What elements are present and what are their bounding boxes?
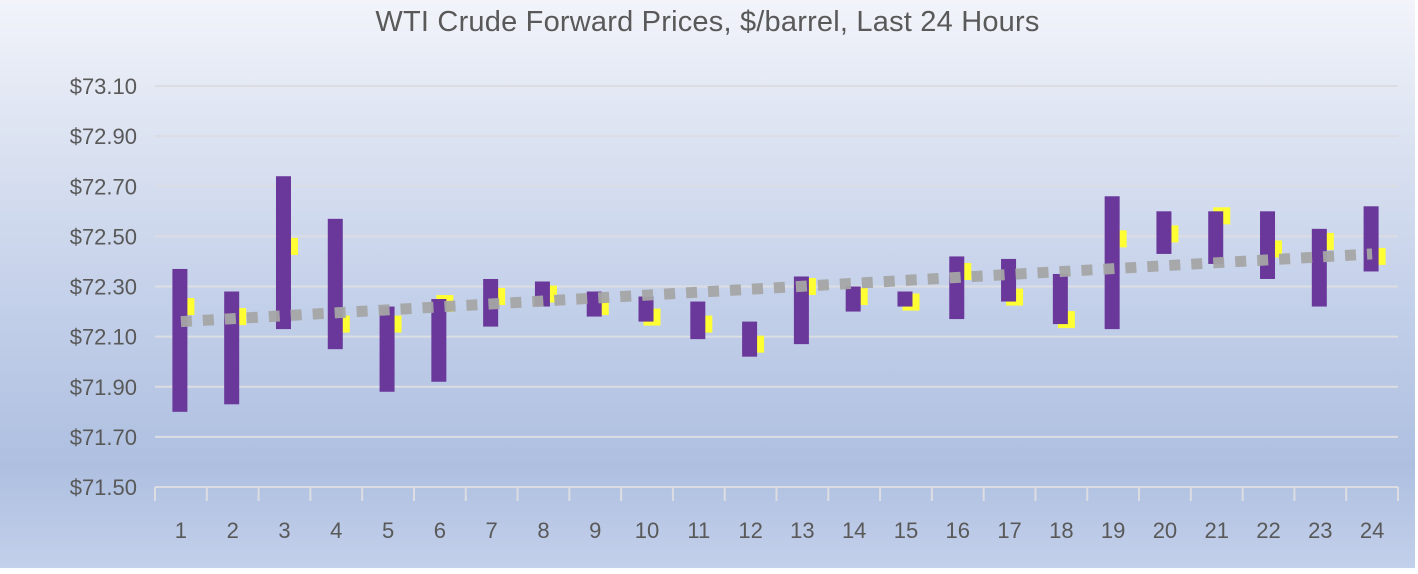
high-low-bar — [172, 268, 188, 412]
x-tick-label: 5 — [382, 518, 394, 543]
high-low-bar — [327, 218, 343, 350]
x-axis: 1 2 3 4 5 6 7 8 9 10 11 12 13 14 15 16 17 18 19 20 21 22 23 24 — [154, 486, 1399, 543]
y-tick-label: $71.70 — [70, 425, 137, 450]
x-tick-label: 12 — [738, 518, 762, 543]
x-tick-label: 1 — [175, 518, 187, 543]
hlc-bars — [172, 176, 1386, 412]
high-low-bar — [1311, 228, 1327, 307]
y-tick-label: $73.10 — [70, 74, 137, 99]
high-low-bar — [638, 296, 654, 322]
high-low-bar — [793, 276, 809, 345]
x-tick-label: 17 — [997, 518, 1021, 543]
y-tick-label: $72.10 — [70, 325, 137, 350]
x-tick-label: 21 — [1204, 518, 1228, 543]
high-low-bar — [1104, 196, 1120, 330]
high-low-bar — [949, 256, 965, 320]
high-low-bar — [845, 286, 861, 312]
y-tick-label: $72.90 — [70, 124, 137, 149]
gridlines — [155, 85, 1398, 438]
x-tick-label: 9 — [589, 518, 601, 543]
x-tick-label: 24 — [1360, 518, 1384, 543]
high-low-bar — [1363, 206, 1379, 272]
high-low-bar — [431, 299, 447, 382]
high-low-bar — [586, 291, 602, 317]
y-tick-label: $72.70 — [70, 174, 137, 199]
x-tick-label: 8 — [537, 518, 549, 543]
high-low-bar — [742, 321, 758, 357]
x-tick-label: 18 — [1049, 518, 1073, 543]
high-low-bar — [1156, 211, 1172, 254]
high-low-bar — [897, 291, 913, 307]
high-low-bar — [690, 301, 706, 340]
x-tick-label: 14 — [842, 518, 866, 543]
high-low-bar — [224, 291, 240, 405]
y-tick-label: $72.50 — [70, 224, 137, 249]
x-tick-label: 19 — [1101, 518, 1125, 543]
x-tick-label: 7 — [486, 518, 498, 543]
chart-title: WTI Crude Forward Prices, $/barrel, Last… — [375, 6, 1040, 38]
high-low-bar — [379, 306, 395, 392]
y-tick-label: $71.90 — [70, 375, 137, 400]
high-low-bar — [1260, 211, 1276, 279]
x-tick-label: 13 — [790, 518, 814, 543]
high-low-bar — [275, 176, 291, 330]
x-tick-label: 3 — [278, 518, 290, 543]
high-low-bar — [1208, 211, 1224, 264]
y-tick-label: $72.30 — [70, 275, 137, 300]
x-tick-label: 20 — [1153, 518, 1177, 543]
x-tick-label: 4 — [330, 518, 342, 543]
x-tick-label: 10 — [635, 518, 659, 543]
x-tick-label: 11 — [687, 518, 710, 543]
x-tick-label: 15 — [894, 518, 918, 543]
x-tick-label: 22 — [1256, 518, 1280, 543]
trendline-path — [180, 248, 1373, 328]
x-tick-label: 6 — [434, 518, 446, 543]
high-low-bar — [1052, 273, 1068, 325]
y-tick-label: $71.50 — [70, 475, 137, 500]
x-tick-label: 16 — [946, 518, 970, 543]
y-axis: $71.50 $71.70 $71.90 $72.10 $72.30 $72.50 $72.… — [70, 74, 137, 500]
trendline — [180, 248, 1373, 328]
x-tick-label: 2 — [227, 518, 239, 543]
high-low-bar — [1001, 258, 1017, 302]
x-tick-label: 23 — [1308, 518, 1332, 543]
